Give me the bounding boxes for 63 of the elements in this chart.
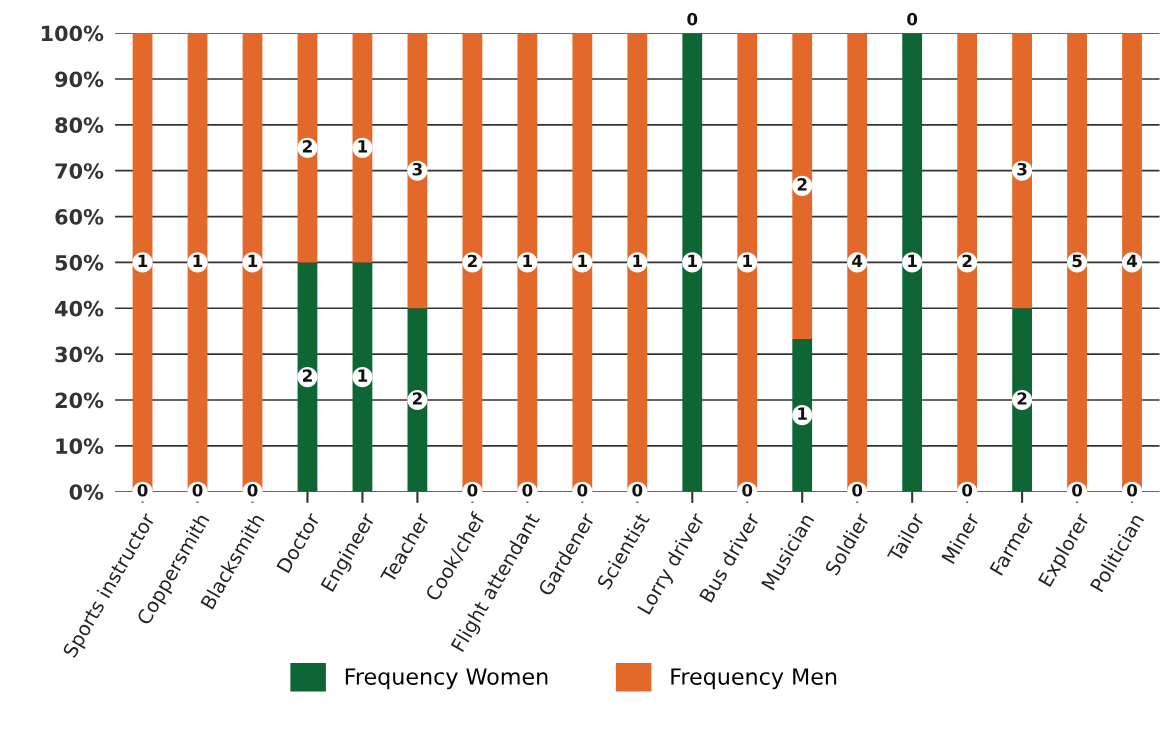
bar bbox=[902, 33, 923, 492]
annotation: 5 bbox=[1072, 254, 1082, 268]
annotation: 0 bbox=[742, 483, 753, 497]
annotation: 1 bbox=[633, 254, 642, 268]
bar bbox=[792, 339, 813, 492]
annotation: 0 bbox=[247, 483, 258, 497]
annotation: 0 bbox=[852, 483, 863, 497]
annotation: 3 bbox=[1017, 162, 1027, 176]
y-tick-label: 70% bbox=[55, 163, 104, 179]
annotation: 1 bbox=[798, 407, 807, 420]
bar bbox=[297, 262, 318, 492]
annotation: 2 bbox=[1017, 392, 1027, 405]
annotation: 0 bbox=[577, 483, 588, 497]
annotation: 2 bbox=[797, 178, 807, 191]
legend-label: Frequency Men bbox=[671, 668, 837, 690]
y-tick-label: 60% bbox=[55, 209, 104, 225]
annotation: 1 bbox=[138, 254, 148, 268]
annotation: 1 bbox=[358, 140, 368, 153]
bar bbox=[682, 33, 703, 492]
annotation: 1 bbox=[743, 254, 752, 268]
y-tick-label: 80% bbox=[55, 117, 104, 134]
bar bbox=[297, 33, 318, 263]
annotation: 1 bbox=[193, 254, 203, 268]
annotation: 2 bbox=[467, 254, 477, 268]
annotation: 0 bbox=[687, 12, 698, 26]
bar bbox=[792, 33, 813, 339]
annotation: 4 bbox=[852, 254, 863, 268]
annotation: 1 bbox=[688, 254, 697, 268]
annotation: 1 bbox=[523, 254, 533, 268]
annotation: 2 bbox=[962, 254, 972, 268]
annotation: 0 bbox=[192, 483, 203, 497]
annotation: 1 bbox=[908, 254, 917, 268]
annotation: 0 bbox=[1072, 483, 1083, 497]
bar bbox=[407, 33, 428, 309]
annotation: 1 bbox=[358, 369, 368, 382]
annotation: 4 bbox=[1127, 254, 1138, 268]
y-tick-label: 30% bbox=[55, 346, 104, 363]
annotation: 1 bbox=[248, 254, 258, 268]
y-tick-label: 50% bbox=[55, 254, 104, 271]
y-tick-label: 20% bbox=[55, 392, 104, 409]
annotation: 2 bbox=[412, 392, 422, 405]
y-tick-label: 90% bbox=[55, 71, 104, 88]
bar bbox=[1012, 33, 1032, 309]
bar bbox=[1012, 308, 1032, 492]
annotation: 0 bbox=[962, 483, 973, 497]
y-tick-label: 0% bbox=[69, 484, 104, 500]
bar bbox=[352, 262, 373, 492]
legend-label: Frequency Women bbox=[345, 668, 548, 690]
bar bbox=[352, 33, 373, 263]
annotation: 0 bbox=[632, 483, 643, 497]
annotation: 0 bbox=[467, 483, 478, 497]
annotation: 2 bbox=[302, 369, 312, 382]
annotation: 2 bbox=[302, 140, 312, 153]
annotation: 0 bbox=[1127, 483, 1138, 497]
y-tick-label: 100% bbox=[41, 25, 104, 42]
annotation: 1 bbox=[578, 254, 587, 268]
annotation: 0 bbox=[522, 483, 533, 497]
annotation: 3 bbox=[412, 162, 422, 176]
annotation: 0 bbox=[907, 12, 918, 26]
y-tick-label: 40% bbox=[55, 300, 104, 317]
bar bbox=[407, 308, 428, 492]
y-tick-label: 10% bbox=[56, 438, 104, 455]
annotation: 0 bbox=[137, 483, 148, 497]
